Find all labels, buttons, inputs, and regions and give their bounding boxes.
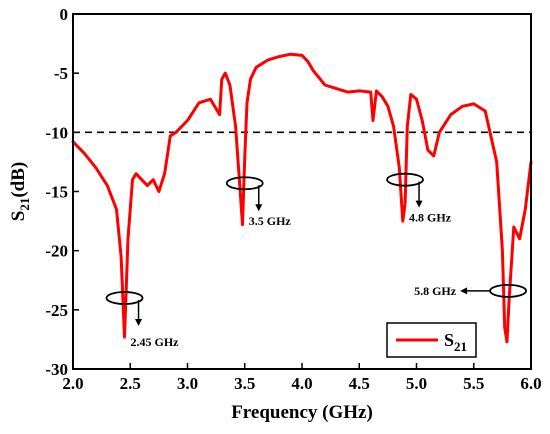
axes: 2.0 2.5 3.0 3.5 4.0 4.5 5.0 5.5 6.0 0 -5 -10 -15 -20 -…: [45, 5, 541, 393]
x-tick-label: 4.5: [349, 374, 370, 393]
x-tick-label: 5.5: [463, 374, 484, 393]
annotation-ellipse: [225, 176, 264, 191]
x-tick-label: 2.5: [120, 374, 141, 393]
x-tick-label: 4.0: [291, 374, 312, 393]
annotation: 5.8 GHz: [414, 284, 528, 298]
annotation: 3.5 GHz: [225, 176, 292, 228]
x-tick-label: 3.5: [234, 374, 255, 393]
x-tick-label: 6.0: [520, 374, 541, 393]
x-axis-title: Frequency (GHz): [231, 402, 373, 423]
series-line-s21: [71, 52, 533, 344]
plot-area: [71, 52, 533, 344]
annotation-arrowhead: [460, 287, 468, 295]
annotation-ellipse: [105, 291, 144, 305]
y-axis-title: S21(dB): [8, 162, 32, 221]
y-tick-label: -15: [45, 183, 68, 202]
annotation-arrowhead: [255, 204, 263, 212]
annotation-label: 5.8 GHz: [414, 284, 457, 298]
annotation: 4.8 GHz: [386, 172, 452, 225]
annotation-arrowhead: [415, 200, 423, 208]
annotation-label: 3.5 GHz: [249, 214, 292, 228]
annotations: 2.45 GHz 3.5 GHz 4.8 GHz 5.8 GHz: [105, 172, 528, 349]
y-tick-label: -10: [45, 123, 68, 142]
annotation-arrowhead: [135, 319, 143, 326]
y-tick-label: 0: [60, 5, 69, 24]
x-tick-label: 3.0: [177, 374, 198, 393]
y-tick-label: -25: [45, 301, 68, 320]
annotation-label: 4.8 GHz: [409, 211, 452, 225]
annotation-ellipse: [386, 172, 424, 187]
annotation-label: 2.45 GHz: [131, 335, 180, 349]
y-tick-label: -5: [54, 64, 68, 83]
legend: S21: [386, 322, 477, 358]
annotation: 2.45 GHz: [105, 291, 180, 349]
y-tick-label: -20: [45, 242, 68, 261]
axis-titles: Frequency (GHz) S21(dB): [8, 162, 373, 423]
y-tick-label: -30: [45, 360, 68, 379]
x-tick-label: 2.0: [62, 374, 83, 393]
legend-label: S21: [444, 330, 467, 354]
plot-frame: [72, 13, 532, 370]
x-tick-label: 5.0: [406, 374, 427, 393]
